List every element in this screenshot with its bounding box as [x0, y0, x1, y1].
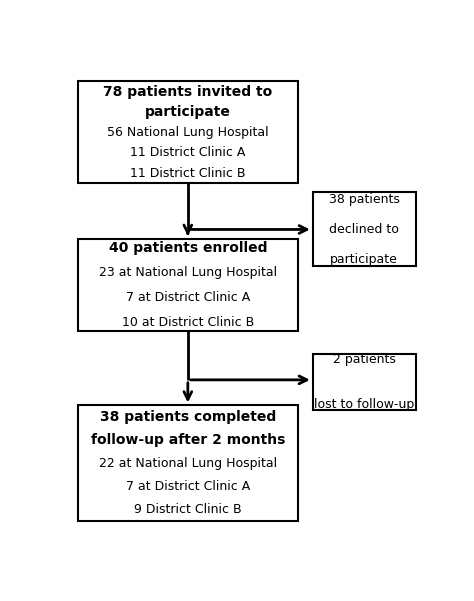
- Text: participate: participate: [145, 105, 231, 119]
- Text: 38 patients: 38 patients: [328, 194, 400, 206]
- Text: 22 at National Lung Hospital: 22 at National Lung Hospital: [99, 457, 277, 469]
- Bar: [78, 81, 298, 183]
- Text: 10 at District Clinic B: 10 at District Clinic B: [122, 316, 254, 329]
- Text: 38 patients completed: 38 patients completed: [100, 410, 276, 424]
- Text: 11 District Clinic B: 11 District Clinic B: [130, 166, 246, 180]
- Text: 7 at District Clinic A: 7 at District Clinic A: [126, 291, 250, 304]
- Text: declined to: declined to: [329, 223, 399, 236]
- Text: 7 at District Clinic A: 7 at District Clinic A: [126, 480, 250, 493]
- Text: 40 patients enrolled: 40 patients enrolled: [109, 241, 267, 255]
- Text: participate: participate: [330, 252, 398, 266]
- Bar: [78, 405, 298, 521]
- Text: 56 National Lung Hospital: 56 National Lung Hospital: [107, 126, 269, 139]
- Bar: [313, 192, 416, 266]
- Text: 9 District Clinic B: 9 District Clinic B: [134, 503, 242, 516]
- Text: follow-up after 2 months: follow-up after 2 months: [91, 433, 285, 447]
- Text: 2 patients: 2 patients: [333, 353, 396, 367]
- Bar: [313, 355, 416, 410]
- Text: 78 patients invited to: 78 patients invited to: [103, 85, 273, 99]
- Text: 23 at National Lung Hospital: 23 at National Lung Hospital: [99, 266, 277, 279]
- Bar: [78, 239, 298, 331]
- Text: lost to follow-up: lost to follow-up: [314, 398, 414, 411]
- Text: 11 District Clinic A: 11 District Clinic A: [130, 146, 246, 159]
